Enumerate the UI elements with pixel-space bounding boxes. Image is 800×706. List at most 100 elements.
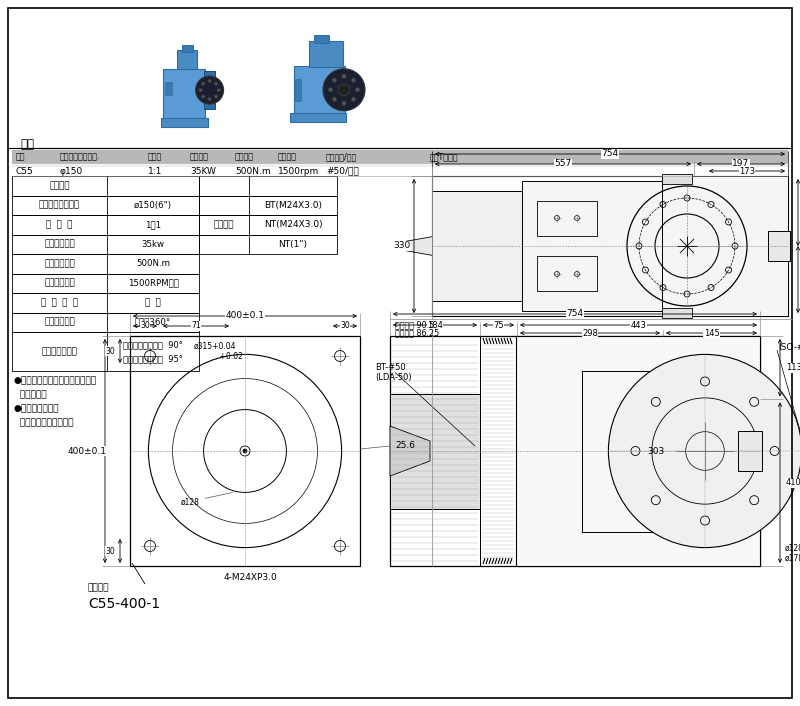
Text: 25.6: 25.6 — [395, 441, 415, 450]
Circle shape — [214, 95, 218, 98]
Bar — [199, 196, 337, 215]
Text: +0.02: +0.02 — [203, 352, 243, 361]
Text: 557: 557 — [554, 160, 572, 169]
Polygon shape — [402, 234, 447, 258]
Circle shape — [351, 78, 356, 83]
Bar — [12, 215, 199, 234]
Text: 145: 145 — [704, 328, 719, 337]
Circle shape — [338, 84, 350, 96]
Text: 使用最大刀具直徑.: 使用最大刀具直徑. — [60, 152, 101, 162]
Bar — [12, 12, 788, 146]
Text: ISO-#50: ISO-#50 — [778, 344, 800, 352]
Text: 使用長度 86.25: 使用長度 86.25 — [395, 328, 439, 337]
Text: 使用最大馬力: 使用最大馬力 — [44, 240, 75, 249]
Text: 30: 30 — [105, 347, 115, 356]
Text: 型號: 型號 — [16, 152, 26, 162]
Text: 303: 303 — [647, 446, 665, 455]
Circle shape — [243, 449, 247, 453]
Bar — [199, 215, 337, 234]
Circle shape — [332, 78, 337, 83]
Bar — [161, 118, 208, 126]
Text: 30: 30 — [105, 546, 115, 556]
Bar — [199, 176, 337, 196]
Bar — [309, 41, 342, 67]
Bar — [165, 83, 172, 95]
Text: 1500rpm: 1500rpm — [278, 167, 319, 176]
Bar — [738, 431, 762, 471]
Text: 298: 298 — [582, 328, 598, 337]
Text: 1：1: 1：1 — [145, 220, 161, 229]
Text: 71: 71 — [191, 321, 201, 330]
Text: ●承接介面客製化: ●承接介面客製化 — [14, 404, 59, 413]
Text: 最高使用轉速: 最高使用轉速 — [44, 279, 75, 288]
Text: 173: 173 — [739, 167, 755, 176]
Circle shape — [217, 88, 221, 92]
Text: 加工精度: 加工精度 — [50, 181, 70, 190]
Text: 4-M24XP3.0: 4-M24XP3.0 — [223, 573, 277, 582]
Circle shape — [208, 97, 211, 101]
Bar — [480, 336, 516, 566]
Bar — [12, 273, 199, 293]
Text: 搖擺頭旋轉角度: 搖擺頭旋轉角度 — [42, 347, 78, 356]
Bar — [432, 191, 522, 301]
Text: 30: 30 — [140, 321, 150, 330]
Text: #50/正向: #50/正向 — [326, 167, 358, 176]
Bar — [163, 69, 206, 119]
Bar — [204, 71, 215, 109]
Text: 仿冒必究！: 仿冒必究！ — [14, 390, 46, 399]
Circle shape — [214, 82, 218, 85]
Text: 減  速  比: 減 速 比 — [46, 220, 73, 229]
Text: 35kw: 35kw — [142, 240, 165, 249]
Bar — [662, 308, 692, 318]
Circle shape — [195, 76, 224, 104]
Circle shape — [351, 97, 356, 102]
Polygon shape — [390, 426, 430, 476]
Circle shape — [342, 74, 346, 78]
Text: 410: 410 — [786, 478, 800, 487]
Bar — [662, 174, 692, 184]
Text: 500N.m: 500N.m — [235, 167, 270, 176]
Bar — [432, 176, 788, 316]
Bar — [182, 44, 193, 52]
Text: 最大扭力: 最大扭力 — [235, 152, 254, 162]
Bar — [537, 256, 597, 291]
Text: C55: C55 — [16, 167, 34, 176]
Text: 減速比: 減速比 — [148, 152, 162, 162]
Circle shape — [202, 95, 205, 98]
Bar — [12, 196, 199, 215]
Bar — [12, 234, 199, 254]
Bar — [522, 181, 662, 311]
Bar — [12, 254, 199, 273]
Text: 配件T型螺絲: 配件T型螺絲 — [430, 152, 458, 162]
Circle shape — [198, 88, 202, 92]
Bar — [178, 49, 197, 69]
Circle shape — [342, 101, 346, 105]
Text: NT(M24X3.0): NT(M24X3.0) — [264, 220, 322, 229]
Bar — [290, 113, 346, 122]
Text: 443: 443 — [630, 321, 646, 330]
Text: 裝配長度 90.5: 裝配長度 90.5 — [395, 321, 434, 330]
Text: 使用最大刀具直徑: 使用最大刀具直徑 — [39, 201, 80, 210]
Circle shape — [328, 88, 333, 92]
Text: C55-400-1: C55-400-1 — [88, 597, 160, 611]
Text: 400±0.1: 400±0.1 — [67, 446, 106, 455]
Text: 30: 30 — [340, 321, 350, 330]
Text: 規格: 規格 — [20, 138, 34, 150]
Bar — [294, 78, 301, 101]
Circle shape — [208, 79, 211, 83]
Text: 主軸規格/轉向: 主軸規格/轉向 — [326, 152, 358, 162]
Bar — [12, 293, 199, 313]
Bar — [294, 66, 345, 114]
Text: 請提供相關設計尺寸！: 請提供相關設計尺寸！ — [14, 418, 74, 427]
Text: ●本產品獲准臺灣及大陸多項專利: ●本產品獲准臺灣及大陸多項專利 — [14, 376, 97, 385]
Text: φ150: φ150 — [60, 167, 83, 176]
Text: 1:1: 1:1 — [148, 167, 162, 176]
Circle shape — [332, 97, 337, 102]
Circle shape — [608, 354, 800, 548]
Text: 容許角度向上旋轉  95°: 容許角度向上旋轉 95° — [123, 354, 183, 363]
Bar — [12, 150, 788, 164]
Text: 113: 113 — [786, 363, 800, 372]
Bar — [390, 336, 760, 566]
Text: 197: 197 — [732, 160, 750, 169]
Bar — [516, 336, 760, 566]
